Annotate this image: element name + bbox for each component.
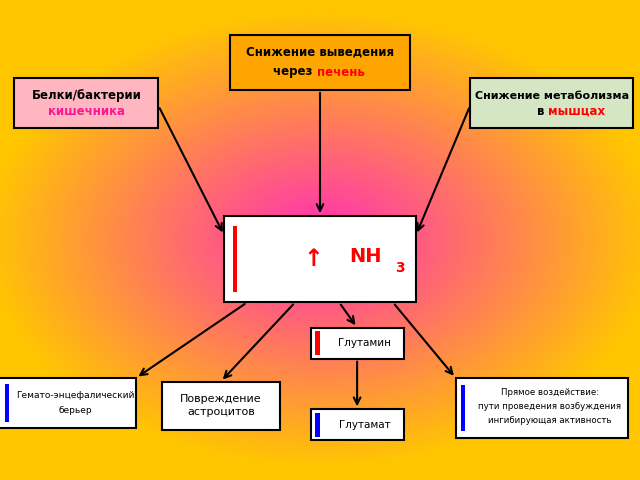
Text: кишечника: кишечника bbox=[48, 105, 125, 118]
FancyBboxPatch shape bbox=[15, 78, 159, 128]
FancyBboxPatch shape bbox=[224, 216, 416, 302]
Text: Снижение выведения: Снижение выведения bbox=[246, 45, 394, 59]
Text: в: в bbox=[537, 105, 548, 118]
Text: Глутамат: Глутамат bbox=[339, 420, 390, 430]
Text: через: через bbox=[273, 65, 317, 79]
FancyBboxPatch shape bbox=[456, 378, 628, 438]
FancyBboxPatch shape bbox=[311, 409, 404, 441]
FancyBboxPatch shape bbox=[233, 227, 237, 292]
FancyBboxPatch shape bbox=[4, 384, 9, 422]
Text: 3: 3 bbox=[395, 261, 404, 275]
Text: Глутамин: Глутамин bbox=[339, 338, 391, 348]
Text: Белки/бактерии: Белки/бактерии bbox=[31, 89, 141, 102]
Text: астроцитов: астроцитов bbox=[187, 408, 255, 417]
Text: Повреждение: Повреждение bbox=[180, 394, 262, 404]
FancyBboxPatch shape bbox=[311, 328, 404, 359]
Text: ↑: ↑ bbox=[304, 247, 323, 271]
Text: Гемато-энцефалический: Гемато-энцефалический bbox=[16, 392, 134, 400]
Text: Снижение метаболизма: Снижение метаболизма bbox=[475, 91, 628, 100]
Text: Прямое воздействие:: Прямое воздействие: bbox=[500, 388, 599, 396]
FancyBboxPatch shape bbox=[461, 385, 465, 431]
Text: мышцах: мышцах bbox=[548, 105, 605, 118]
FancyBboxPatch shape bbox=[316, 413, 320, 437]
FancyBboxPatch shape bbox=[230, 35, 410, 90]
Text: печень: печень bbox=[317, 65, 365, 79]
Text: ингибирующая активность: ингибирующая активность bbox=[488, 417, 612, 425]
FancyBboxPatch shape bbox=[161, 382, 280, 430]
Text: берьер: берьер bbox=[58, 406, 92, 415]
FancyBboxPatch shape bbox=[316, 331, 320, 355]
Text: NH: NH bbox=[349, 247, 381, 266]
FancyBboxPatch shape bbox=[470, 78, 634, 128]
Text: пути проведения возбуждения: пути проведения возбуждения bbox=[478, 402, 621, 411]
FancyBboxPatch shape bbox=[0, 378, 136, 428]
